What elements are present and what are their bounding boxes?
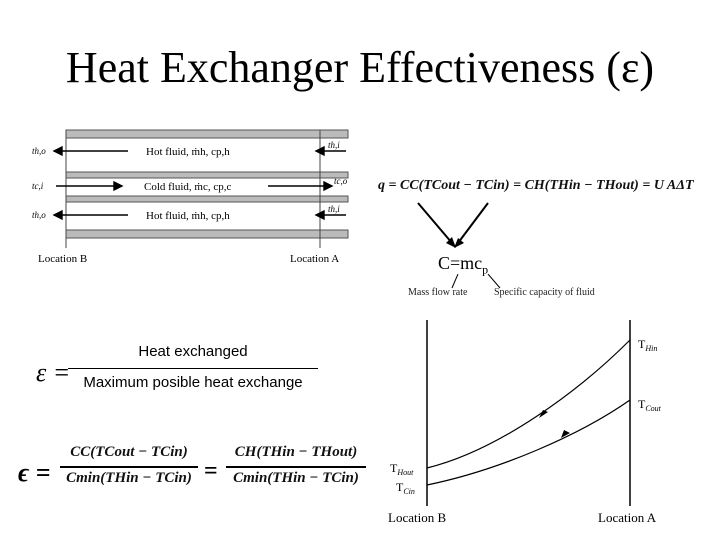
label-t-cin: TCin bbox=[396, 480, 415, 496]
left-label-bottom: th,o bbox=[32, 210, 46, 220]
label-t-hin: THin bbox=[638, 337, 657, 353]
heat-exchanger-schematic: Hot fluid, ṁh, cp,h Cold fluid, ṁc, cp,c… bbox=[32, 129, 349, 265]
inner-wall-bottom bbox=[65, 195, 349, 203]
cold-curve-arrow bbox=[561, 430, 570, 438]
hot-fluid-bottom-label: Hot fluid, ṁh, cp,h bbox=[146, 210, 230, 222]
cold-fluid-label: Cold fluid, ṁc, cp,c bbox=[144, 181, 231, 193]
ratio-2-bar bbox=[226, 466, 366, 468]
specific-capacity-note: Specific capacity of fluid bbox=[494, 287, 595, 298]
hot-fluid-top-label: Hot fluid, ṁh, cp,h bbox=[146, 146, 230, 158]
plot-location-a: Location A bbox=[598, 510, 657, 525]
schematic-location-a: Location A bbox=[290, 253, 339, 265]
right-label-bottom: th,i bbox=[328, 204, 340, 214]
ratio-equals: = bbox=[204, 458, 218, 484]
outer-wall-bottom bbox=[65, 229, 349, 239]
effectiveness-symbol: ε = bbox=[36, 358, 71, 387]
inner-wall-top bbox=[65, 171, 349, 179]
outer-wall-top bbox=[65, 129, 349, 139]
effectiveness-numerator: Heat exchanged bbox=[138, 343, 248, 360]
left-label-top: th,o bbox=[32, 146, 46, 156]
hot-fluid-curve bbox=[426, 339, 631, 469]
slide-title: Heat Exchanger Effectiveness (ε) bbox=[65, 43, 655, 92]
mass-flow-note: Mass flow rate bbox=[408, 287, 468, 298]
heat-rate-equation: q = CC(TCout − TCin) = CH(THin − THout) … bbox=[378, 178, 694, 193]
right-label-top: th,i bbox=[328, 140, 340, 150]
capacity-note-lines bbox=[451, 274, 501, 289]
ratio-1-denominator: Cmin(THin − TCin) bbox=[66, 470, 192, 486]
temperature-profile-plot: THin TCout THout TCin Location B Locatio… bbox=[388, 320, 662, 525]
capacity-definition: C=mcp bbox=[438, 253, 489, 277]
ratio-2-denominator: Cmin(THin − TCin) bbox=[233, 470, 359, 486]
capacity-arrows bbox=[417, 202, 489, 248]
ratio-1-numerator: CC(TCout − TCin) bbox=[70, 444, 188, 460]
right-label-mid: tc,o bbox=[334, 176, 348, 186]
ratio-1-bar bbox=[60, 466, 198, 468]
ratio-2-numerator: CH(THin − THout) bbox=[234, 444, 358, 460]
label-t-cout: TCout bbox=[638, 397, 662, 413]
cold-fluid-curve bbox=[426, 399, 631, 486]
label-t-hout: THout bbox=[390, 461, 414, 477]
schematic-location-b: Location B bbox=[38, 253, 87, 265]
ratio-lhs: ϵ = bbox=[18, 458, 51, 487]
plot-location-b: Location B bbox=[388, 510, 446, 525]
effectiveness-denominator: Maximum posible heat exchange bbox=[83, 374, 303, 391]
hot-curve-arrow bbox=[539, 410, 548, 418]
left-label-mid: tc,i bbox=[32, 181, 44, 191]
effectiveness-fraction-bar bbox=[68, 368, 318, 369]
